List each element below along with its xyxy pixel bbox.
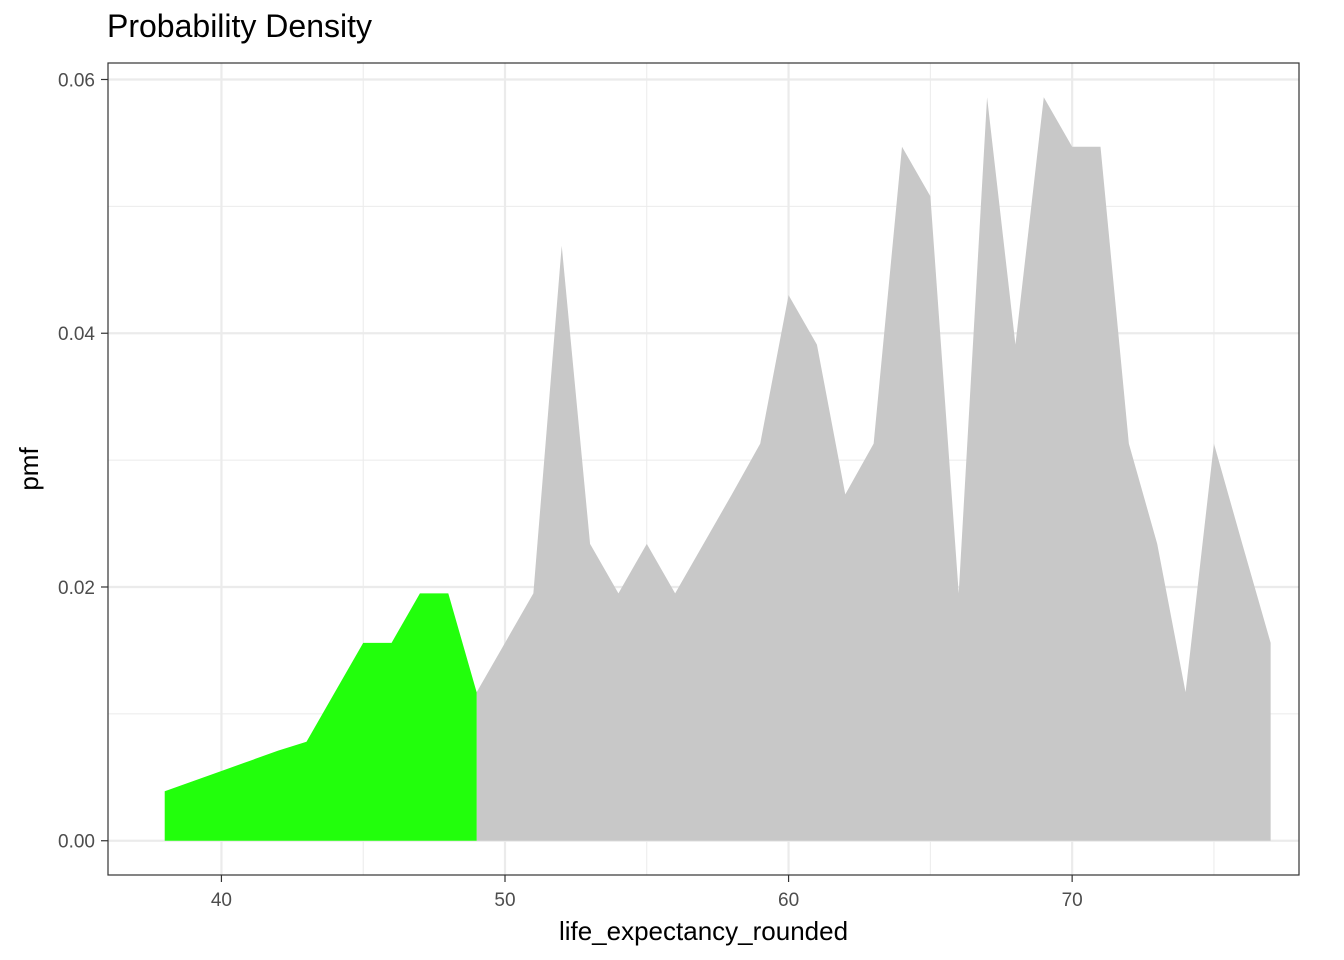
y-axis-title: pmf (14, 447, 44, 491)
axis-layer: 40 50 60 70 0.00 0.02 0.04 0.06 (58, 70, 1083, 911)
x-tick-label: 50 (494, 890, 515, 911)
chart-title: Probability Density (107, 8, 372, 44)
y-tick-label: 0.06 (58, 70, 95, 91)
x-tick-label: 60 (778, 890, 799, 911)
area-series-highlight (164, 593, 477, 841)
y-tick-label: 0.04 (58, 324, 95, 345)
y-tick-label: 0.02 (58, 578, 95, 599)
y-tick-label: 0.00 (58, 832, 95, 853)
x-axis-title: life_expectancy_rounded (559, 916, 848, 946)
x-tick-label: 70 (1062, 890, 1083, 911)
area-layer (164, 97, 1271, 841)
area-series-rest (476, 97, 1271, 841)
panel-border (107, 62, 1300, 876)
x-tick-label: 40 (211, 890, 232, 911)
